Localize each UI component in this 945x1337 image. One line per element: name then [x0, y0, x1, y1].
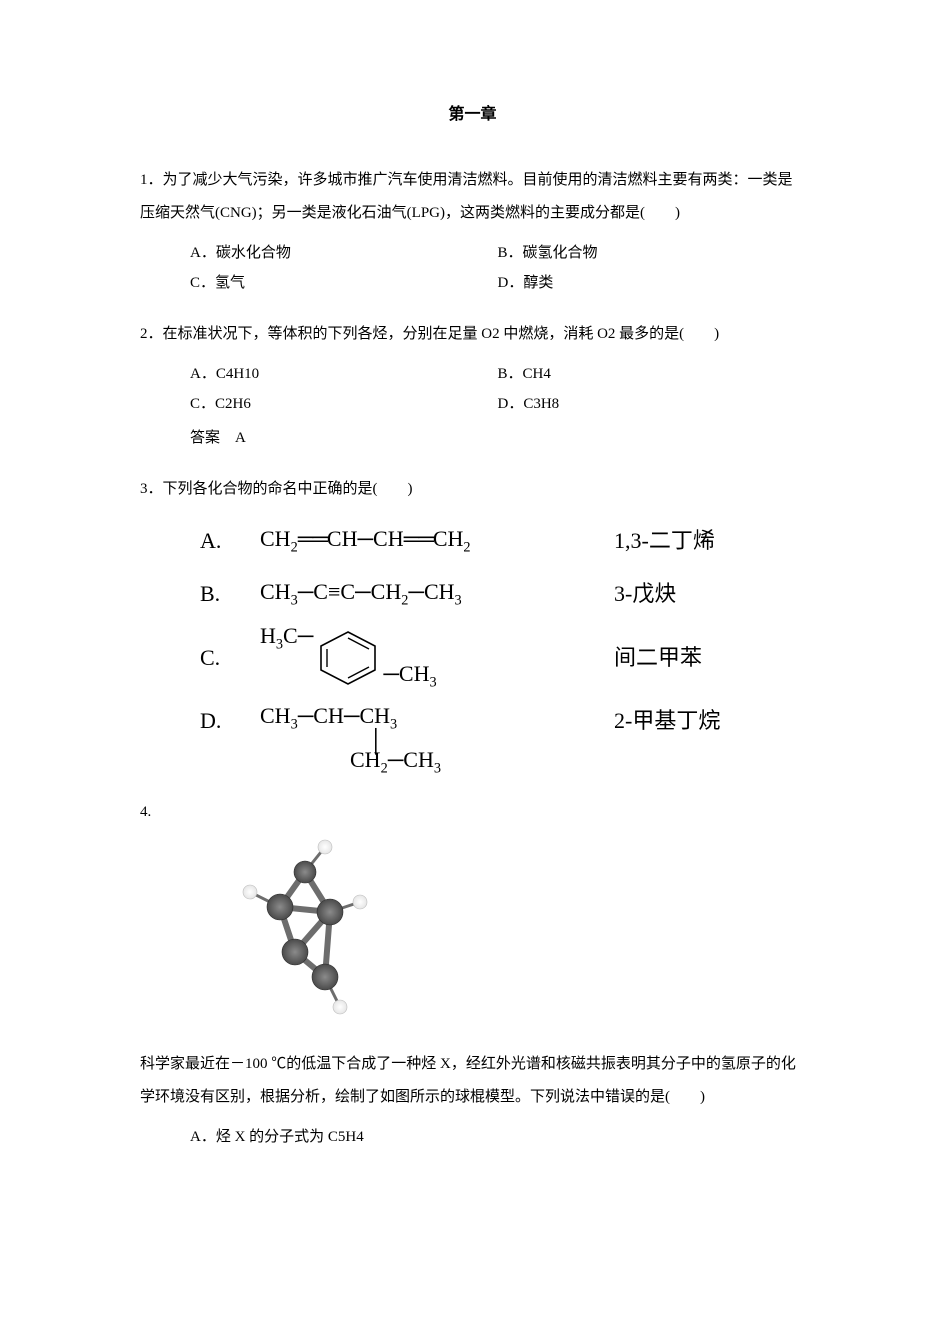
- q1-opt-a: A．碳水化合物: [190, 238, 498, 268]
- q3-options: A. CH2══CH─CH══CH2 1,3-二丁烯 B. CH3─C≡C─CH…: [140, 522, 805, 777]
- q1-opt-d: D．醇类: [498, 268, 806, 298]
- q3-a-letter: A.: [200, 524, 236, 557]
- question-3: 3．下列各化合物的命名中正确的是( ) A. CH2══CH─CH══CH2 1…: [140, 473, 805, 777]
- question-4: 4. 科学家最近在－100 ℃的低温下合成了一种烃 X，经红外光谱和核磁共振表明…: [140, 797, 805, 1152]
- q4-options: A．烃 X 的分子式为 C5H4: [140, 1122, 805, 1152]
- q2-opt-c: C．C2H6: [190, 389, 498, 419]
- q3-b-formula: CH3─C≡C─CH2─CH3: [260, 575, 590, 612]
- q3-opt-c: C. H3C─ ─CH3 间二甲苯: [200, 628, 805, 688]
- q2-options: A．C4H10 B．CH4 C．C2H6 D．C3H8: [140, 359, 805, 419]
- q3-c-formula: H3C─ ─CH3: [260, 628, 590, 688]
- q2-opt-a: A．C4H10: [190, 359, 498, 389]
- molecule-model: [210, 837, 805, 1038]
- q3-opt-a: A. CH2══CH─CH══CH2 1,3-二丁烯: [200, 522, 805, 559]
- q4-number: 4.: [140, 797, 805, 827]
- q3-opt-b: B. CH3─C≡C─CH2─CH3 3-戊炔: [200, 575, 805, 612]
- q3-d-name: 2-甲基丁烷: [614, 704, 720, 737]
- q3-c-letter: C.: [200, 641, 236, 674]
- q3-c-name: 间二甲苯: [614, 641, 702, 674]
- q3-b-name: 3-戊炔: [614, 577, 676, 610]
- q1-opt-b: B．碳氢化合物: [498, 238, 806, 268]
- q2-text: 2．在标准状况下，等体积的下列各烃，分别在足量 O2 中燃烧，消耗 O2 最多的…: [140, 318, 805, 351]
- q3-d-letter: D.: [200, 704, 236, 737]
- q3-opt-d: D. CH3─CH─CH3 │ CH2─CH3 2-甲基丁烷: [200, 704, 805, 778]
- chapter-title: 第一章: [140, 100, 805, 124]
- q2-answer: 答案 A: [140, 423, 805, 453]
- q1-text: 1．为了减少大气污染，许多城市推广汽车使用清洁燃料。目前使用的清洁燃料主要有两类…: [140, 164, 805, 230]
- q3-text: 3．下列各化合物的命名中正确的是( ): [140, 473, 805, 506]
- q3-d-formula: CH3─CH─CH3 │ CH2─CH3: [260, 704, 590, 778]
- q3-a-formula: CH2══CH─CH══CH2: [260, 522, 590, 559]
- question-2: 2．在标准状况下，等体积的下列各烃，分别在足量 O2 中燃烧，消耗 O2 最多的…: [140, 318, 805, 453]
- ball-stick-model-icon: [210, 837, 400, 1027]
- q2-opt-b: B．CH4: [498, 359, 806, 389]
- q4-opt-a: A．烃 X 的分子式为 C5H4: [190, 1122, 805, 1152]
- q2-opt-d: D．C3H8: [498, 389, 806, 419]
- q3-b-letter: B.: [200, 577, 236, 610]
- q1-options: A．碳水化合物 B．碳氢化合物 C．氢气 D．醇类: [140, 238, 805, 298]
- q4-text: 科学家最近在－100 ℃的低温下合成了一种烃 X，经红外光谱和核磁共振表明其分子…: [140, 1048, 805, 1114]
- benzene-ring-icon: [313, 628, 383, 688]
- question-1: 1．为了减少大气污染，许多城市推广汽车使用清洁燃料。目前使用的清洁燃料主要有两类…: [140, 164, 805, 298]
- q3-a-name: 1,3-二丁烯: [614, 524, 715, 557]
- q1-opt-c: C．氢气: [190, 268, 498, 298]
